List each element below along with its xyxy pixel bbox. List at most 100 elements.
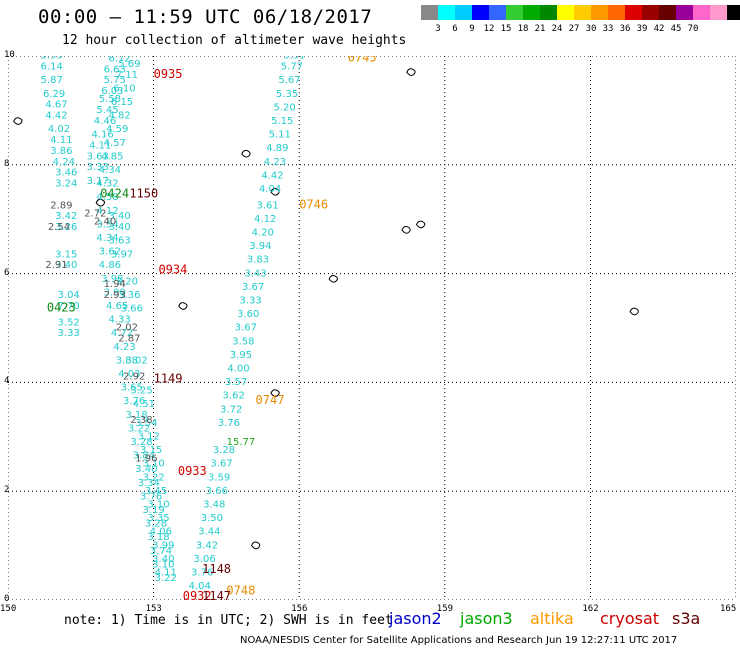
color-scale-swatch (557, 5, 574, 20)
wave-height-label: 6.10 (113, 83, 135, 94)
wave-height-label: 3.62 (99, 247, 121, 258)
island-outline (406, 68, 416, 76)
legend-entry: jason3 (460, 609, 513, 628)
wave-height-label: 4.42 (261, 170, 283, 181)
color-scale-swatch (608, 5, 625, 20)
pass-time-label: 0933 (178, 464, 207, 478)
wave-height-label: 6.63 (104, 64, 126, 75)
wave-height-label: 5.20 (274, 102, 296, 113)
x-tick-label: 159 (436, 604, 454, 614)
wave-height-label: 3.66 (206, 486, 228, 497)
wave-height-label: 3.54 (135, 418, 157, 429)
wave-height-label: 3.10 (142, 459, 164, 470)
wave-height-label: 4.34 (99, 165, 121, 176)
wave-height-label: 3.33 (87, 162, 109, 173)
pass-time-label: 1147 (202, 589, 231, 600)
wave-height-label: 4.12 (254, 214, 276, 225)
wave-height-label: 4.04 (259, 184, 281, 195)
color-scale-swatch (455, 5, 472, 20)
wave-height-label: 3.10 (147, 500, 169, 511)
y-tick-label: 0 (4, 594, 10, 604)
color-scale-label: 12 (483, 24, 495, 34)
wave-height-label: 3.76 (123, 396, 145, 407)
x-tick-label: 150 (0, 604, 17, 614)
pass-time-label: 0746 (299, 197, 328, 211)
wave-height-label: 5.87 (41, 75, 63, 86)
color-scale-label: 70 (687, 24, 699, 34)
color-scale-swatch (489, 5, 506, 20)
color-scale-label: 3 (435, 24, 441, 34)
wave-height-label: 4.86 (99, 260, 121, 271)
x-tick-label: 156 (291, 604, 308, 614)
y-tick-label: 10 (4, 50, 15, 60)
wave-height-label: 3.40 (135, 464, 157, 475)
wave-height-label: 5.35 (276, 89, 298, 100)
wave-height-label: 7.11 (116, 70, 138, 81)
wave-height-label: 3.98 (101, 274, 123, 285)
wave-height-label: 5.58 (99, 94, 121, 105)
color-scale-swatch (659, 5, 676, 20)
wave-height-label: 2.02 (116, 323, 138, 334)
wave-height-label: 3.22 (155, 573, 177, 584)
island-outline (178, 302, 188, 310)
color-scale-swatch (523, 5, 540, 20)
wave-height-label: 3.06 (193, 554, 215, 565)
wave-height-label: 3.42 (55, 211, 77, 222)
wave-height-label: 4.34 (96, 233, 118, 244)
color-scale-label: 6 (452, 24, 458, 34)
color-scale-label: 15 (500, 24, 512, 34)
wave-height-label: 4.67 (45, 100, 67, 111)
map-title: 00:00 – 11:59 UTC 06/18/2017 (38, 6, 373, 28)
wave-height-label: 2.93 (104, 290, 126, 301)
wave-height-label: 3.04 (58, 290, 80, 301)
wave-height-label: 4.00 (227, 364, 249, 375)
x-tick-label: 165 (720, 604, 737, 614)
wave-height-label: 2.72 (84, 208, 106, 219)
wave-height-label: 3.18 (125, 410, 147, 421)
color-scale-label: 18 (517, 24, 529, 34)
island-outline (270, 187, 280, 196)
wave-height-label: 3.25 (130, 385, 152, 396)
color-scale-swatch (591, 5, 608, 20)
wave-height-label: 3.76 (140, 491, 162, 502)
wave-height-label: 3.24 (55, 179, 77, 190)
wave-height-label: 6.03 (101, 86, 123, 97)
color-scale-label: 9 (469, 24, 475, 34)
wave-height-label: 3.17 (87, 176, 109, 187)
color-scale-label: 45 (670, 24, 682, 34)
pass-time-label: 0748 (226, 584, 255, 598)
color-scale-swatch (421, 5, 438, 20)
wave-height-label: 3.66 (121, 304, 143, 315)
wave-height-label: 4.65 (106, 301, 128, 312)
wave-height-label: 2.91 (45, 260, 67, 271)
wave-height-label: 3.45 (145, 486, 167, 497)
wave-height-label: 4.82 (108, 111, 130, 122)
wave-height-label: 3.65 (121, 383, 143, 394)
wave-height-label: 4.20 (252, 228, 274, 239)
wave-height-label: 3.76 (191, 568, 213, 579)
wave-height-label: 2.54 (48, 222, 70, 233)
island-outline (250, 541, 261, 550)
wave-height-label: 3.57 (225, 377, 247, 388)
wave-height-label: 3.28 (130, 437, 152, 448)
color-scale-label: 39 (636, 24, 648, 34)
wave-height-label: 3.15 (55, 249, 77, 260)
color-scale-label: 30 (585, 24, 597, 34)
wave-height-label: 3.34 (138, 478, 160, 489)
wave-height-label: 3.02 (125, 355, 147, 366)
color-scale-swatch (710, 5, 727, 20)
wave-height-label: 3.40 (108, 211, 130, 222)
wave-height-label: 3.48 (203, 500, 225, 511)
color-scale-swatch (676, 5, 693, 20)
wave-height-label: 1.96 (135, 453, 157, 464)
color-scale-swatch (727, 5, 740, 20)
wave-height-label: 15.77 (227, 437, 256, 448)
wave-height-label: 6.72 (108, 56, 130, 64)
wave-height-label: 5.11 (269, 130, 291, 141)
wave-height-label: 7.70 (58, 301, 80, 312)
legend-entry: s3a (672, 609, 701, 628)
wave-height-label: 4.72 (111, 328, 133, 339)
wave-height-label: 5.45 (96, 105, 118, 116)
color-scale-label: 21 (534, 24, 546, 34)
island-outline (241, 149, 251, 158)
